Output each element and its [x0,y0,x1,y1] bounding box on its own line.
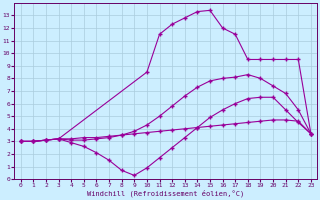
X-axis label: Windchill (Refroidissement éolien,°C): Windchill (Refroidissement éolien,°C) [87,190,244,197]
